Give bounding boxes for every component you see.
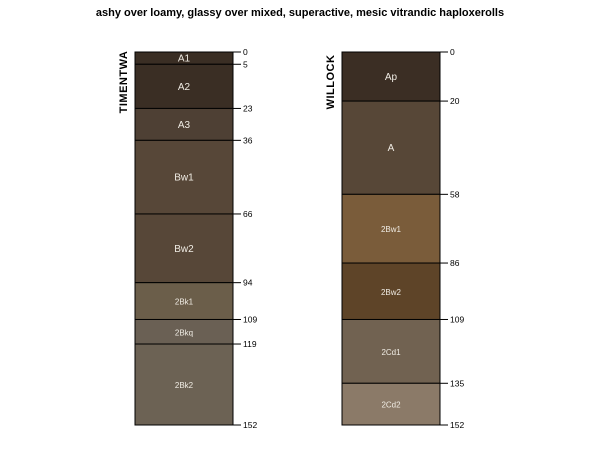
horizon-timentwa-2bk2 bbox=[134, 343, 234, 426]
horizon-label: Bw1 bbox=[174, 173, 194, 184]
depth-label: 152 bbox=[450, 420, 464, 430]
horizon-timentwa-bw1 bbox=[134, 139, 234, 215]
depth-label: 0 bbox=[243, 47, 248, 57]
horizon-willock-a bbox=[341, 100, 441, 195]
horizon-label: A2 bbox=[178, 82, 191, 93]
horizon-label: A3 bbox=[178, 120, 191, 131]
depth-label: 119 bbox=[243, 339, 257, 349]
profile-name-timentwa: TIMENTWA bbox=[118, 51, 130, 114]
depth-label: 135 bbox=[450, 378, 464, 388]
depth-label: 36 bbox=[243, 135, 253, 145]
horizon-timentwa-a2 bbox=[134, 63, 234, 109]
profile-name-willock: WILLOCK bbox=[325, 55, 337, 110]
horizon-willock-2bw2 bbox=[341, 262, 441, 320]
horizon-label: 2Bk1 bbox=[175, 298, 194, 307]
depth-label: 0 bbox=[450, 47, 455, 57]
horizon-label: Ap bbox=[385, 72, 398, 83]
depth-label: 58 bbox=[450, 189, 460, 199]
profiles-group: A1 A2 A3 Bw1 Bw2 2Bk1 2Bkq 2Bk2 0 5 23 36 66 94 109 119… bbox=[118, 47, 464, 430]
chart-title: ashy over loamy, glassy over mixed, supe… bbox=[96, 7, 504, 19]
horizon-willock-2bw1 bbox=[341, 193, 441, 264]
depth-label: 109 bbox=[450, 314, 464, 324]
horizon-label: 2Bw1 bbox=[381, 225, 402, 234]
depth-label: 86 bbox=[450, 258, 460, 268]
horizon-willock-ap bbox=[341, 51, 441, 102]
horizon-timentwa-a3 bbox=[134, 107, 234, 141]
depth-label: 109 bbox=[243, 314, 257, 324]
depth-label: 23 bbox=[243, 103, 253, 113]
horizon-label: 2Cd2 bbox=[381, 401, 401, 410]
profile-timentwa: A1 A2 A3 Bw1 Bw2 2Bk1 2Bkq 2Bk2 0 5 23 36 66 94 109 119… bbox=[118, 47, 257, 430]
horizon-label: A1 bbox=[178, 54, 191, 65]
depth-label: 20 bbox=[450, 96, 460, 106]
horizon-label: A bbox=[388, 143, 395, 154]
depth-label: 5 bbox=[243, 59, 248, 69]
horizon-label: 2Bkq bbox=[175, 328, 193, 337]
horizon-label: 2Cd1 bbox=[381, 348, 401, 357]
depth-label: 66 bbox=[243, 209, 253, 219]
profile-willock: Ap A 2Bw1 2Bw2 2Cd1 2Cd2 0 20 58 86 109 135 152 WILLO… bbox=[325, 47, 464, 430]
depth-label: 94 bbox=[243, 278, 253, 288]
horizon-willock-2cd2 bbox=[341, 382, 441, 426]
horizon-label: 2Bw2 bbox=[381, 288, 402, 297]
depth-label: 152 bbox=[243, 420, 257, 430]
horizon-label: Bw2 bbox=[174, 244, 194, 255]
horizon-willock-2cd1 bbox=[341, 318, 441, 384]
horizon-label: 2Bk2 bbox=[175, 381, 194, 390]
